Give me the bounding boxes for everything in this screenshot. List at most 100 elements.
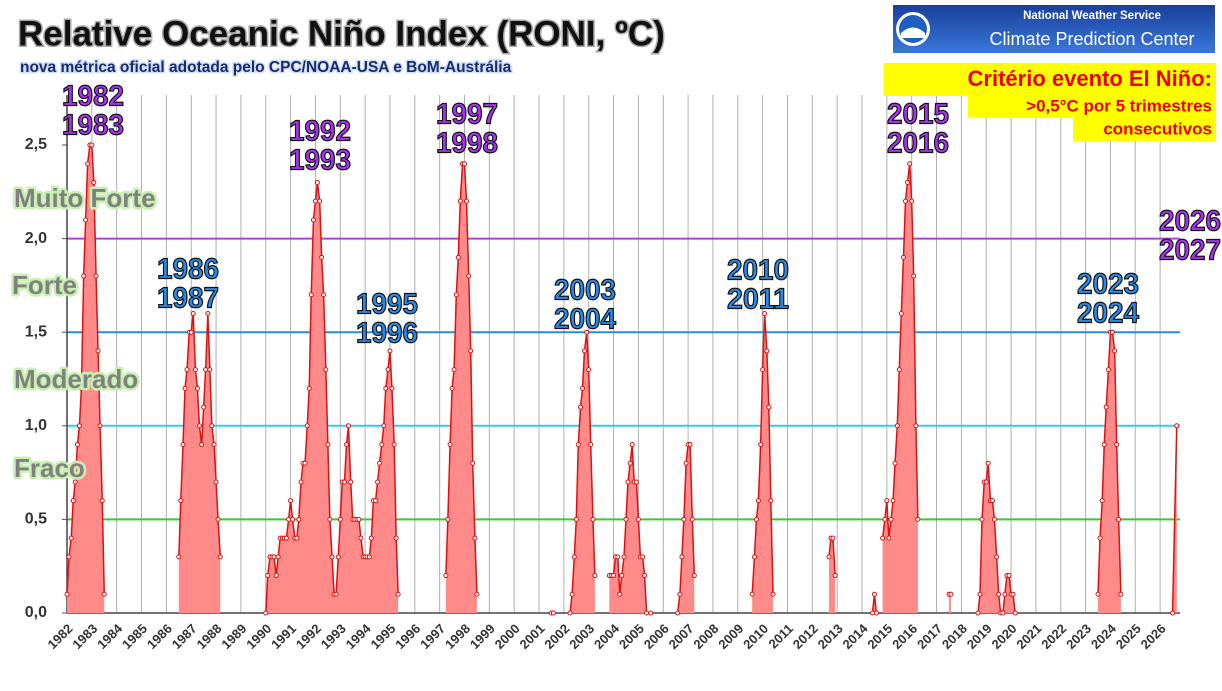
point <box>882 516 888 522</box>
point <box>762 310 768 316</box>
event-label: 1996 <box>356 318 418 350</box>
point <box>391 442 397 448</box>
area <box>67 145 105 613</box>
point <box>201 404 207 410</box>
point <box>345 423 351 429</box>
point <box>623 516 629 522</box>
event-label: 2010 <box>727 255 789 287</box>
point <box>180 442 186 448</box>
point <box>462 161 467 167</box>
point <box>327 516 333 522</box>
point <box>263 610 269 616</box>
point <box>826 554 832 560</box>
y-tick-label: 1,0 <box>25 417 47 434</box>
agency-center: Climate Prediction Center <box>989 29 1194 49</box>
point <box>1002 591 1008 597</box>
point <box>97 423 103 429</box>
point <box>85 161 91 167</box>
point <box>329 554 335 560</box>
point <box>383 385 389 391</box>
point <box>683 460 689 466</box>
point <box>575 442 581 448</box>
line <box>881 163 919 539</box>
agency-name: National Weather Service <box>1023 10 1161 22</box>
criterion-bg <box>1073 118 1216 141</box>
point <box>176 554 182 560</box>
point <box>892 460 898 466</box>
point <box>271 554 277 560</box>
intensity-label: Forte <box>12 270 77 300</box>
event-label: 2004 <box>554 304 616 336</box>
criterion-title: Critério evento El Niño: <box>968 66 1212 91</box>
intensity-label: Muito Forte <box>14 183 156 213</box>
point <box>578 404 584 410</box>
point <box>207 367 213 373</box>
point <box>453 292 459 298</box>
point <box>91 179 97 185</box>
point <box>755 498 761 504</box>
point <box>913 423 919 429</box>
point <box>358 535 364 541</box>
y-tick-label: 0,5 <box>25 511 47 528</box>
point <box>308 292 314 298</box>
point <box>101 591 107 597</box>
point <box>751 554 757 560</box>
point <box>896 367 902 373</box>
point <box>205 310 211 316</box>
point <box>395 591 401 597</box>
point <box>766 404 772 410</box>
point <box>832 573 838 579</box>
point <box>449 385 455 391</box>
point <box>66 554 72 560</box>
point <box>366 554 372 560</box>
y-tick-label: 2,0 <box>25 230 47 247</box>
point <box>1006 573 1012 579</box>
point <box>323 367 329 373</box>
event-label: 2016 <box>887 128 949 160</box>
point <box>184 367 190 373</box>
point <box>387 348 393 354</box>
point <box>621 554 627 560</box>
point <box>72 479 78 485</box>
point <box>586 367 592 373</box>
point <box>393 535 399 541</box>
event-label: 1987 <box>157 283 219 315</box>
point <box>468 348 474 354</box>
point <box>294 535 300 541</box>
point <box>898 310 904 316</box>
point <box>99 498 105 504</box>
point <box>689 516 695 522</box>
point <box>215 516 221 522</box>
event-label: 2011 <box>727 284 789 316</box>
point <box>356 516 362 522</box>
point <box>571 554 577 560</box>
point <box>275 554 281 560</box>
point <box>302 460 308 466</box>
point <box>749 591 755 597</box>
event-label: 1986 <box>157 254 219 286</box>
point <box>830 535 836 541</box>
point <box>615 554 621 560</box>
point <box>627 460 633 466</box>
point <box>979 516 985 522</box>
point <box>325 442 331 448</box>
criterion-bg <box>884 63 1216 96</box>
point <box>617 591 623 597</box>
point <box>445 516 451 522</box>
point <box>1116 516 1122 522</box>
point <box>343 442 349 448</box>
point <box>375 479 381 485</box>
point <box>1000 610 1006 616</box>
point <box>317 198 323 204</box>
point <box>192 367 198 373</box>
point <box>377 460 383 466</box>
y-tick-label: 2,5 <box>25 136 47 153</box>
point <box>985 460 991 466</box>
point <box>768 498 774 504</box>
point <box>977 591 983 597</box>
point <box>677 591 683 597</box>
point <box>1118 591 1124 597</box>
point <box>880 535 886 541</box>
point <box>675 610 681 616</box>
point <box>1109 329 1115 335</box>
